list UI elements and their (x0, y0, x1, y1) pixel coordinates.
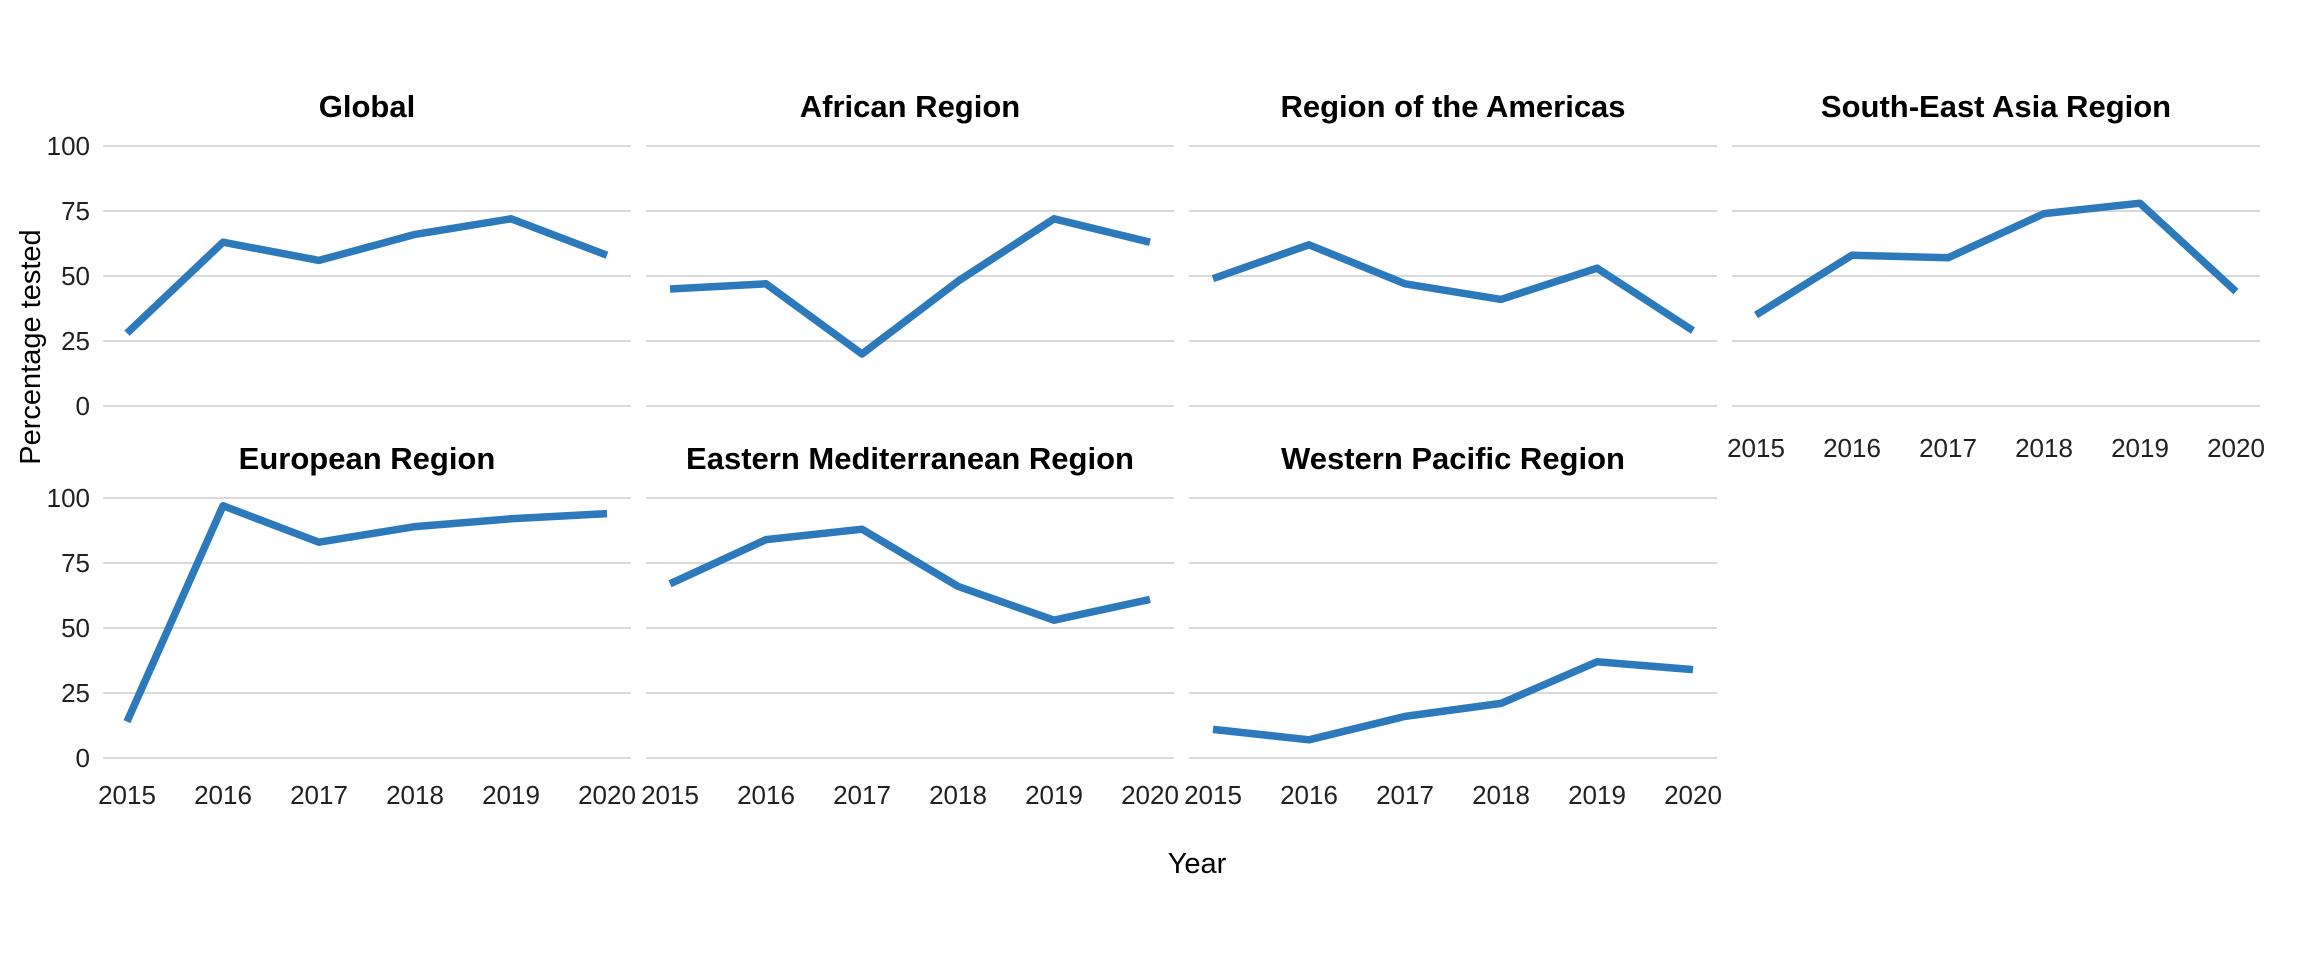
x-tick-label: 2016 (737, 780, 795, 810)
y-tick-label: 25 (61, 326, 90, 356)
x-tick-label: 2018 (386, 780, 444, 810)
y-tick-label: 0 (75, 391, 90, 421)
facet-title: Region of the Americas (1280, 89, 1626, 124)
y-tick-label: 100 (46, 131, 90, 161)
x-tick-label: 2020 (1121, 780, 1179, 810)
x-tick-label: 2017 (1376, 780, 1434, 810)
facet-panel (646, 132, 1174, 419)
facet-panel (103, 484, 631, 771)
facet-plot-area (646, 145, 1174, 407)
facet-title: South-East Asia Region (1820, 89, 2172, 124)
x-tick-label: 2016 (1823, 433, 1881, 463)
x-tick-label: 2019 (1025, 780, 1083, 810)
facet-plot-area (1189, 497, 1717, 759)
x-tick-label: 2019 (2111, 433, 2169, 463)
y-tick-label: 75 (61, 196, 90, 226)
x-tick-label: 2015 (1727, 433, 1785, 463)
x-tick-label: 2018 (929, 780, 987, 810)
facet-plot-area (103, 497, 631, 759)
facet-plot-area (1189, 145, 1717, 407)
x-tick-label: 2015 (641, 780, 699, 810)
x-tick-label: 2017 (833, 780, 891, 810)
facet-plot-area (1732, 145, 2260, 407)
x-tick-label: 2019 (482, 780, 540, 810)
data-line (668, 525, 1151, 624)
x-tick-label: 2018 (1472, 780, 1530, 810)
x-tick-label: 2020 (578, 780, 636, 810)
x-axis-title: Year (1167, 848, 1227, 880)
facet-title: Global (318, 89, 416, 124)
data-line (1754, 199, 2239, 319)
y-tick-label: 0 (75, 743, 90, 773)
facet-plot-area (103, 145, 631, 407)
y-tick-label: 50 (61, 613, 90, 643)
y-tick-label: 75 (61, 548, 90, 578)
facet-panel (646, 484, 1174, 771)
facet-title: Eastern Mediterranean Region (686, 441, 1134, 476)
facet-title: Western Pacific Region (1281, 441, 1625, 476)
data-line (124, 215, 609, 336)
facet-title: European Region (238, 441, 496, 476)
x-tick-label: 2017 (1919, 433, 1977, 463)
facet-title: African Region (799, 89, 1021, 124)
data-line (1211, 241, 1696, 334)
x-tick-label: 2016 (194, 780, 252, 810)
facet-panel (1732, 132, 2260, 419)
data-line (123, 502, 608, 724)
x-tick-label: 2018 (2015, 433, 2073, 463)
facet-panel (1189, 132, 1717, 419)
x-tick-label: 2015 (98, 780, 156, 810)
x-tick-label: 2017 (290, 780, 348, 810)
data-line (1212, 658, 1694, 744)
y-tick-label: 25 (61, 678, 90, 708)
x-tick-label: 2020 (1664, 780, 1722, 810)
facet-panel (1189, 484, 1717, 771)
x-tick-label: 2015 (1184, 780, 1242, 810)
x-tick-label: 2016 (1280, 780, 1338, 810)
facet-plot-area (646, 497, 1174, 759)
x-tick-label: 2020 (2207, 433, 2265, 463)
data-line (669, 215, 1151, 358)
facet-panel (103, 132, 631, 419)
y-tick-label: 100 (46, 483, 90, 513)
x-tick-label: 2019 (1568, 780, 1626, 810)
y-tick-label: 50 (61, 261, 90, 291)
